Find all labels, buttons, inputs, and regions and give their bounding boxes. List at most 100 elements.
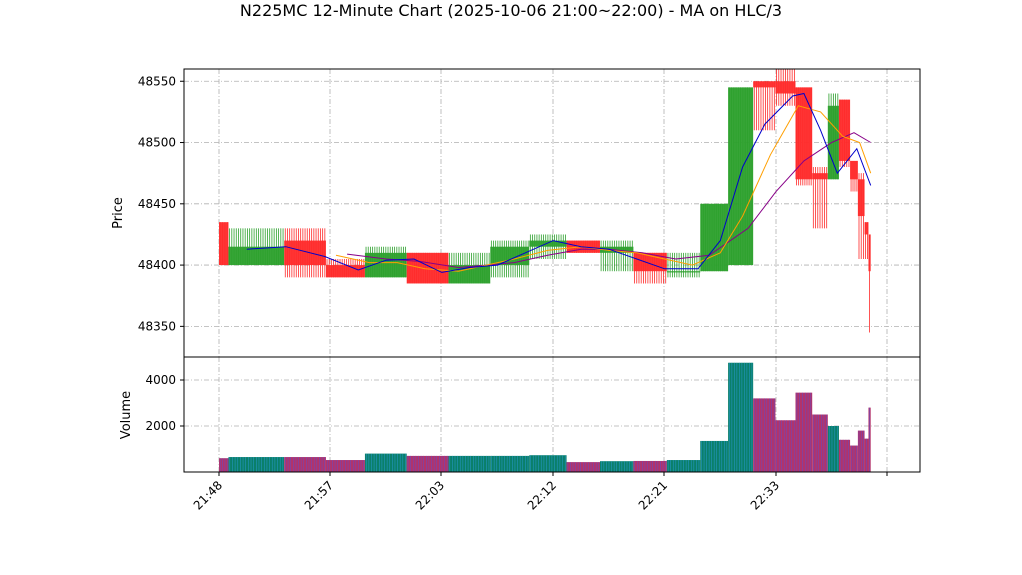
candle bbox=[775, 69, 796, 106]
candle-body bbox=[864, 222, 869, 235]
volume-bar bbox=[700, 440, 729, 472]
volume-bar bbox=[868, 407, 871, 472]
candle bbox=[448, 252, 491, 284]
candle bbox=[812, 167, 828, 229]
price-axis: 48350 48400 48450 48500 48550 bbox=[138, 74, 184, 333]
volume-bar bbox=[728, 362, 754, 472]
price-axis-label: Price bbox=[111, 197, 126, 229]
price-tick-label: 48400 bbox=[138, 258, 176, 272]
candle-body bbox=[850, 160, 858, 180]
candle-body bbox=[795, 87, 813, 180]
candle-body bbox=[228, 246, 285, 266]
candle-body bbox=[529, 240, 567, 247]
volume-bar bbox=[850, 445, 858, 472]
volume-bar-body bbox=[812, 414, 828, 472]
volume-bar bbox=[666, 460, 701, 472]
candle-body bbox=[838, 99, 851, 161]
price-tick-label: 48500 bbox=[138, 136, 176, 150]
candle bbox=[827, 93, 839, 180]
ma-long-line bbox=[347, 132, 871, 269]
x-tick-label: 22:03 bbox=[413, 478, 447, 512]
candle bbox=[728, 87, 754, 266]
candle bbox=[857, 173, 865, 259]
x-tick-label: 22:33 bbox=[748, 478, 782, 512]
price-tick-label: 48450 bbox=[138, 197, 176, 211]
volume-panel-frame bbox=[183, 356, 921, 473]
volume-bar bbox=[406, 455, 449, 472]
volume-bar-body bbox=[284, 457, 326, 472]
volume-bar bbox=[228, 457, 285, 472]
candle bbox=[406, 252, 449, 284]
candle bbox=[850, 160, 858, 192]
volume-tick-label: 2000 bbox=[145, 419, 176, 433]
candle-body bbox=[827, 105, 839, 180]
volume-bar-body bbox=[795, 392, 813, 472]
volume-bar bbox=[753, 398, 776, 472]
volume-bar-body bbox=[219, 458, 229, 472]
volume-tick-label: 4000 bbox=[145, 373, 176, 387]
candle-body bbox=[753, 81, 776, 88]
candle-body bbox=[666, 271, 701, 273]
candle-body bbox=[775, 81, 796, 94]
volume-bar-body bbox=[364, 453, 407, 472]
x-tick-label: 22:21 bbox=[636, 478, 670, 512]
candle bbox=[325, 258, 365, 278]
volume-bar bbox=[633, 460, 667, 472]
volume-bar bbox=[364, 453, 407, 472]
candle bbox=[753, 81, 776, 131]
price-tick-label: 48350 bbox=[138, 319, 176, 333]
candle-body bbox=[812, 173, 828, 180]
candle-body bbox=[728, 87, 754, 266]
volume-bar bbox=[284, 457, 326, 472]
volume-bar bbox=[566, 462, 600, 472]
volume-bar bbox=[857, 430, 865, 472]
volume-axis: 2000 4000 bbox=[145, 373, 184, 433]
volume-bar bbox=[812, 414, 828, 472]
candle-body bbox=[219, 222, 229, 266]
volume-bar-body bbox=[728, 362, 754, 472]
volume-bar bbox=[448, 455, 491, 472]
volume-bar-body bbox=[406, 455, 449, 472]
candle-body bbox=[325, 265, 365, 278]
candle-body bbox=[868, 234, 871, 272]
candle bbox=[228, 228, 285, 266]
candle-body bbox=[284, 240, 326, 266]
candle bbox=[219, 222, 229, 266]
chart-title: N225MC 12-Minute Chart (2025-10-06 21:00… bbox=[239, 1, 783, 20]
candle-body bbox=[406, 252, 449, 284]
volume-bar-body bbox=[775, 420, 796, 472]
volume-bar bbox=[325, 460, 365, 472]
volume-bars-layer bbox=[219, 362, 871, 472]
volume-bar-body bbox=[448, 455, 491, 472]
candle bbox=[868, 234, 871, 333]
volume-bar bbox=[599, 461, 634, 472]
x-tick-label: 21:48 bbox=[191, 478, 225, 512]
candles-layer bbox=[219, 69, 871, 333]
price-tick-label: 48550 bbox=[138, 74, 176, 88]
volume-bar bbox=[529, 455, 567, 472]
candle bbox=[490, 240, 530, 278]
moving-average-layer bbox=[246, 92, 872, 273]
volume-bar bbox=[490, 455, 530, 472]
candle bbox=[284, 228, 326, 278]
x-tick-label: 22:12 bbox=[525, 478, 559, 512]
candle bbox=[795, 87, 813, 186]
candle bbox=[364, 246, 407, 278]
candle-body bbox=[857, 179, 865, 217]
volume-bar bbox=[864, 438, 869, 472]
volume-bar bbox=[827, 426, 839, 472]
candle-body bbox=[490, 246, 530, 266]
candle bbox=[864, 222, 869, 259]
volume-axis-label: Volume bbox=[119, 391, 134, 439]
volume-bar-body bbox=[838, 439, 851, 472]
volume-bar bbox=[219, 458, 229, 472]
volume-bar bbox=[795, 392, 813, 472]
ma-short-line bbox=[246, 92, 872, 273]
volume-bar bbox=[838, 439, 851, 472]
volume-bar-body bbox=[529, 455, 567, 472]
x-axis: 21:48 21:57 22:03 22:12 22:21 22:33 bbox=[191, 472, 888, 513]
volume-bar-body bbox=[827, 426, 839, 472]
x-tick-label: 21:57 bbox=[302, 478, 336, 512]
volume-bar bbox=[775, 420, 796, 472]
